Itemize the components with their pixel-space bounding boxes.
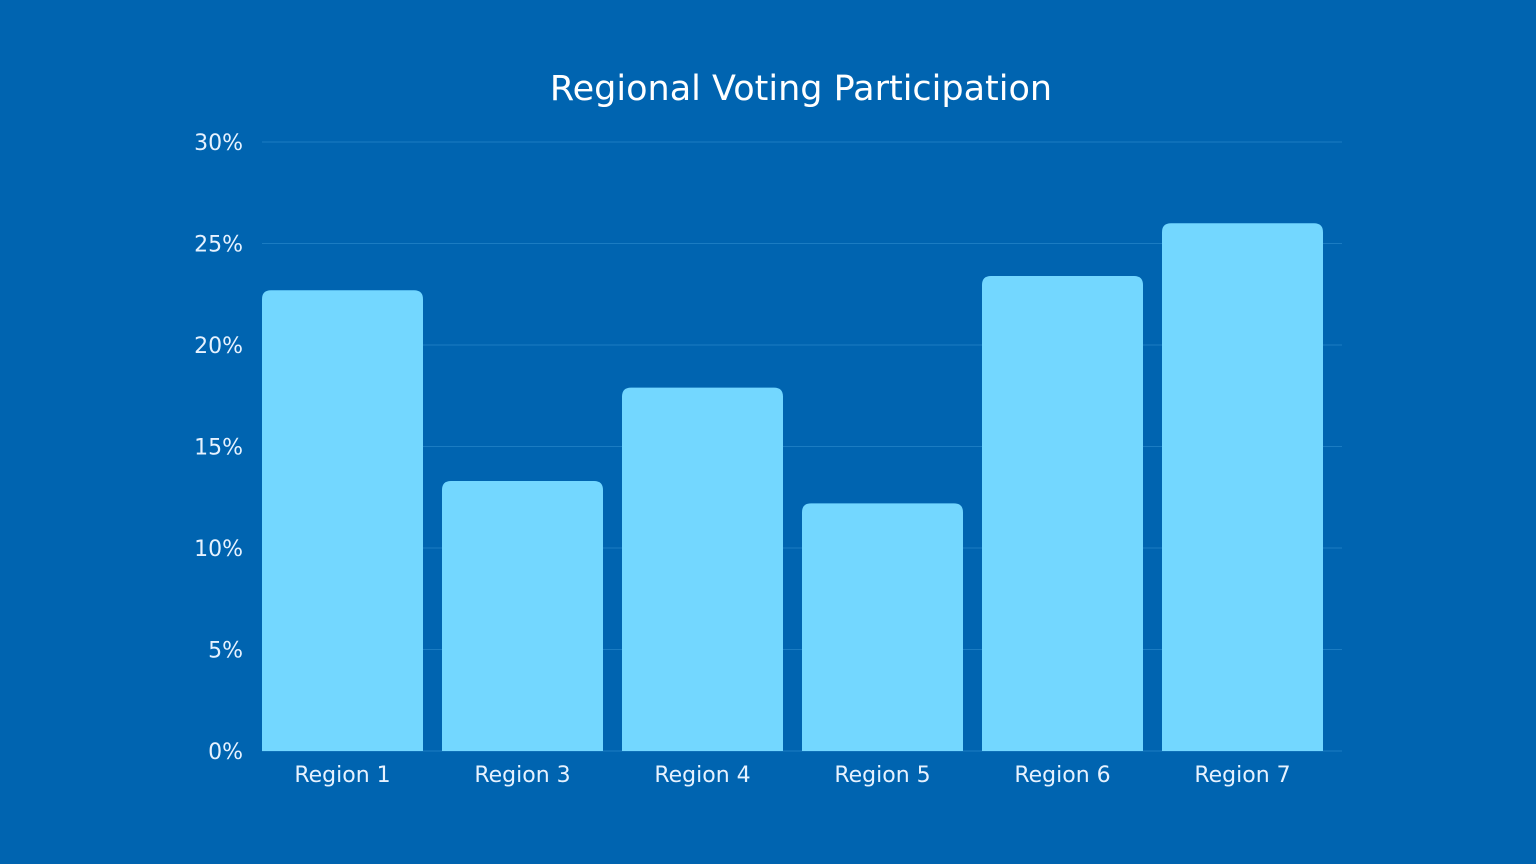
y-tick-label: 20% [194, 334, 243, 359]
x-category-label: Region 4 [654, 763, 750, 788]
bar-region-6 [982, 275, 1143, 751]
x-category-label: Region 5 [834, 763, 930, 788]
y-tick-label: 25% [194, 233, 243, 258]
bars [262, 223, 1323, 751]
bar-region-7 [1162, 223, 1323, 751]
y-tick-label: 0% [208, 740, 243, 765]
y-tick-label: 5% [208, 639, 243, 664]
y-tick-label: 30% [194, 131, 243, 156]
x-category-label: Region 6 [1014, 763, 1110, 788]
y-axis-tick-labels: 0% 5% 10% 15% 20% 25% 30% [194, 131, 243, 765]
bar-region-1 [262, 290, 423, 751]
bar-region-5 [802, 503, 963, 751]
x-category-label: Region 1 [294, 763, 390, 788]
x-category-label: Region 3 [474, 763, 570, 788]
bar-region-4 [622, 387, 783, 751]
y-tick-label: 10% [194, 537, 243, 562]
bar-region-3 [442, 481, 603, 751]
x-category-label: Region 7 [1194, 763, 1290, 788]
y-tick-label: 15% [194, 436, 243, 461]
chart-title: Regional Voting Participation [550, 69, 1052, 109]
x-axis-category-labels: Region 1 Region 3 Region 4 Region 5 Region 6… [294, 763, 1290, 788]
